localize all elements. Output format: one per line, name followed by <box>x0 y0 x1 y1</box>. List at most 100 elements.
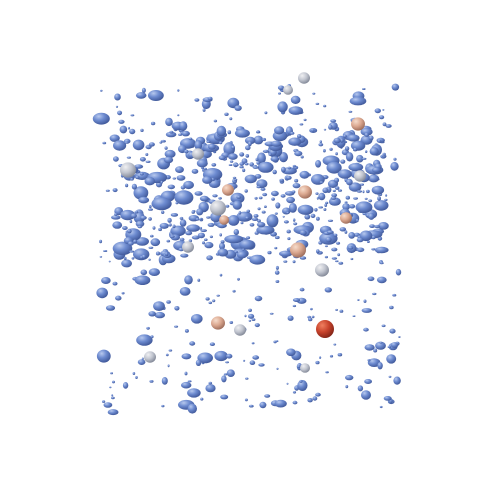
blob <box>244 162 249 166</box>
blob <box>367 240 370 243</box>
blob <box>297 204 314 215</box>
blob <box>229 321 234 324</box>
blob <box>121 292 125 295</box>
large-blob <box>298 72 310 84</box>
blob <box>262 149 269 153</box>
blob <box>292 260 296 264</box>
blob <box>213 119 218 123</box>
blob <box>220 240 225 244</box>
blob <box>324 255 328 259</box>
blob <box>312 92 316 95</box>
blob <box>144 177 156 186</box>
blob <box>344 230 348 234</box>
blob <box>127 126 131 130</box>
blob <box>286 348 296 357</box>
blob <box>184 371 188 376</box>
blob <box>164 251 169 257</box>
blob <box>101 277 111 284</box>
blob <box>345 152 354 162</box>
blob <box>252 166 260 169</box>
blob <box>169 130 174 134</box>
blob <box>140 269 148 276</box>
blob <box>346 178 353 186</box>
blob <box>299 123 304 126</box>
blob <box>121 259 132 268</box>
blob <box>165 131 177 138</box>
blob <box>324 245 328 248</box>
blob <box>369 224 375 229</box>
blob <box>274 126 285 135</box>
blob <box>233 250 239 254</box>
blob <box>253 135 264 145</box>
blob <box>161 377 168 385</box>
blob <box>257 207 261 211</box>
blob <box>181 130 190 137</box>
blob <box>338 169 352 179</box>
blob <box>293 218 296 222</box>
blob <box>202 168 205 172</box>
blob <box>202 108 206 112</box>
blob <box>196 208 204 216</box>
blob <box>103 250 108 252</box>
blob <box>258 196 263 200</box>
blob <box>145 153 149 156</box>
blob <box>287 237 291 241</box>
blob <box>333 233 338 237</box>
blob <box>243 359 246 362</box>
blob <box>129 250 135 253</box>
blob <box>352 315 356 317</box>
blob <box>331 247 338 252</box>
blob <box>199 195 209 202</box>
blob <box>92 112 110 125</box>
blob <box>220 394 229 400</box>
blob <box>364 197 368 200</box>
blob <box>386 354 397 364</box>
blob <box>371 248 376 251</box>
blob <box>347 134 360 142</box>
blob <box>159 222 169 229</box>
blob <box>245 145 251 151</box>
blob <box>398 336 401 338</box>
blob <box>113 140 127 151</box>
blob <box>258 363 265 367</box>
blob <box>194 191 203 196</box>
blob <box>136 334 153 346</box>
blob <box>227 97 240 109</box>
blob <box>246 209 251 213</box>
blob <box>200 397 204 401</box>
blob <box>279 178 285 182</box>
blob <box>356 154 364 163</box>
blob <box>353 197 358 200</box>
blob <box>384 198 388 202</box>
blob <box>239 152 245 157</box>
blob <box>349 96 367 106</box>
blob <box>286 229 291 234</box>
blob <box>329 147 333 151</box>
blob <box>165 353 169 357</box>
large-blob <box>219 215 229 225</box>
blob <box>293 222 298 226</box>
blob <box>254 323 260 328</box>
blob <box>135 175 140 180</box>
blob <box>275 340 279 343</box>
blob <box>373 348 378 353</box>
blob <box>350 257 354 261</box>
blob <box>270 156 280 162</box>
blob <box>169 235 175 238</box>
blob <box>138 196 150 204</box>
blob <box>257 161 274 173</box>
blob <box>204 238 208 241</box>
blob <box>367 276 375 282</box>
blob <box>150 121 156 126</box>
blob <box>385 194 388 197</box>
blob <box>348 182 362 192</box>
blob <box>315 102 320 105</box>
blob <box>287 166 291 170</box>
blob <box>199 226 203 230</box>
blob <box>387 345 391 349</box>
blob <box>363 327 369 332</box>
blob <box>256 130 260 134</box>
blob <box>221 375 227 383</box>
blob <box>237 277 240 281</box>
blob <box>361 157 367 160</box>
